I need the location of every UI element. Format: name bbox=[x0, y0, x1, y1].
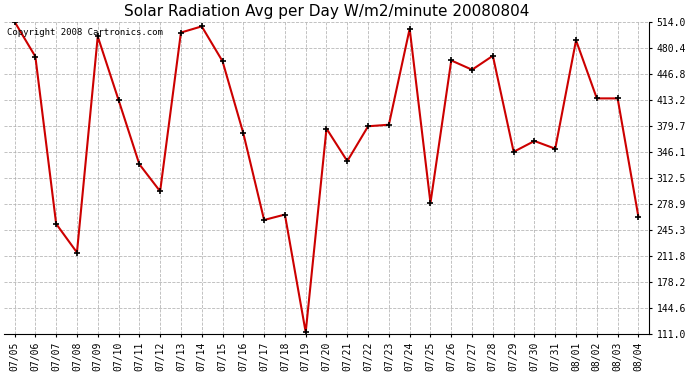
Text: Copyright 2008 Cartronics.com: Copyright 2008 Cartronics.com bbox=[8, 28, 164, 37]
Title: Solar Radiation Avg per Day W/m2/minute 20080804: Solar Radiation Avg per Day W/m2/minute … bbox=[124, 4, 529, 19]
